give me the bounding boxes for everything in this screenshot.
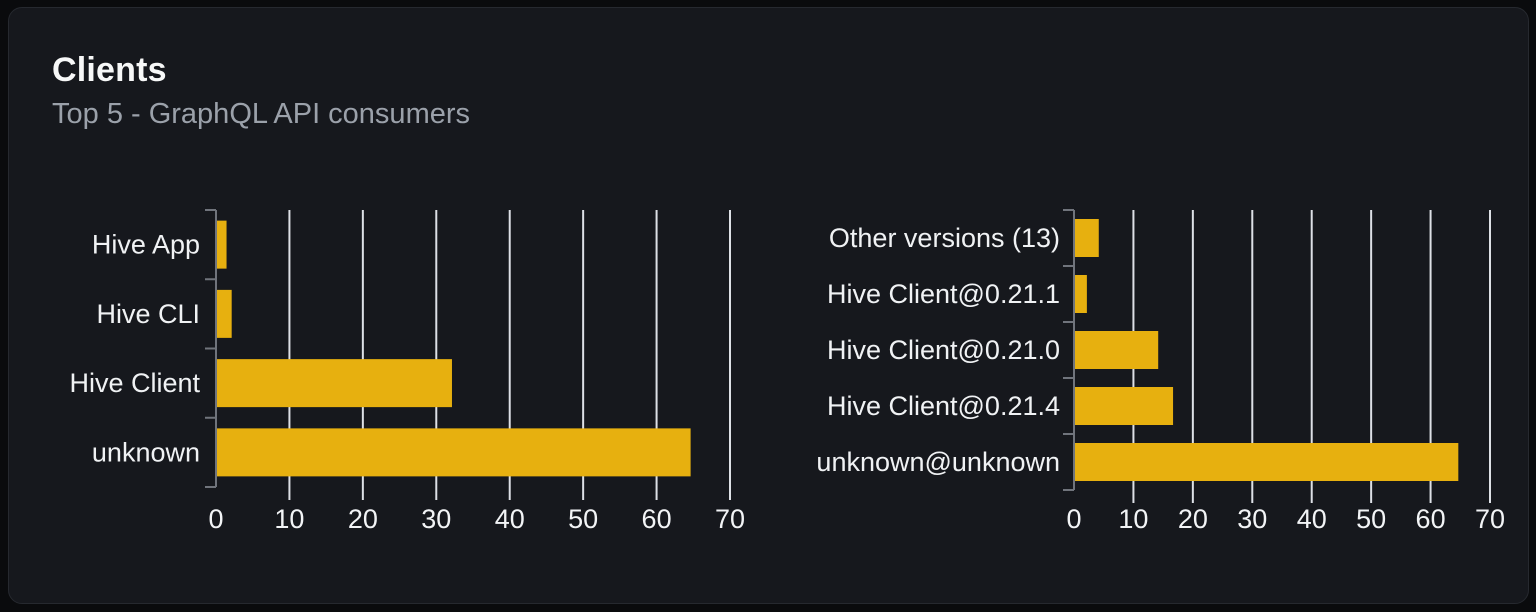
category-label: Hive Client@0.21.4 <box>827 391 1060 421</box>
category-label: Hive App <box>92 230 200 260</box>
x-tick-label: 40 <box>1297 504 1327 534</box>
bar-chart-clients-by-version: Other versions (13) Hive Client@0.21.1 Hiv… <box>816 209 1505 534</box>
x-tick-label: 40 <box>495 504 525 534</box>
category-label: Hive Client@0.21.0 <box>827 335 1060 365</box>
bar-other-versions-13-[interactable] <box>1075 219 1099 257</box>
bar-hive-cli[interactable] <box>217 289 232 338</box>
x-tick-label: 60 <box>642 504 672 534</box>
x-tick-label: 10 <box>1118 504 1148 534</box>
x-tick-label: 20 <box>348 504 378 534</box>
clients-card: Clients Top 5 - GraphQL API consumers <box>8 7 1529 604</box>
x-tick-label: 10 <box>274 504 304 534</box>
x-tick-label: 30 <box>1237 504 1267 534</box>
category-label: unknown@unknown <box>816 447 1060 477</box>
category-label: Other versions (13) <box>829 223 1060 253</box>
category-label: Hive CLI <box>96 299 200 329</box>
card-title: Clients <box>52 51 167 89</box>
x-tick-label: 30 <box>421 504 451 534</box>
bar-hive-app[interactable] <box>217 220 227 269</box>
bar-hive-client-0-21-1[interactable] <box>1075 275 1087 313</box>
x-tick-label: 60 <box>1416 504 1446 534</box>
x-tick-label: 70 <box>1475 504 1505 534</box>
category-label: Hive Client <box>69 368 200 398</box>
x-tick-label: 0 <box>1066 504 1081 534</box>
x-tick-label: 0 <box>208 504 223 534</box>
category-label: unknown <box>92 437 200 467</box>
bar-hive-client-0-21-4[interactable] <box>1075 387 1174 425</box>
card-subtitle: Top 5 - GraphQL API consumers <box>52 98 471 130</box>
category-label: Hive Client@0.21.1 <box>827 279 1060 309</box>
x-tick-label: 70 <box>715 504 745 534</box>
x-tick-label: 20 <box>1178 504 1208 534</box>
x-tick-label: 50 <box>1356 504 1386 534</box>
bar-unknown-unknown[interactable] <box>1075 443 1459 481</box>
bar-chart-clients-by-name: Hive App Hive CLI Hive Client unknown 0 10 20 3… <box>69 209 745 534</box>
bar-hive-client-0-21-0[interactable] <box>1075 331 1159 369</box>
x-tick-label: 50 <box>568 504 598 534</box>
bar-unknown[interactable] <box>217 428 691 477</box>
bar-hive-client[interactable] <box>217 359 452 408</box>
